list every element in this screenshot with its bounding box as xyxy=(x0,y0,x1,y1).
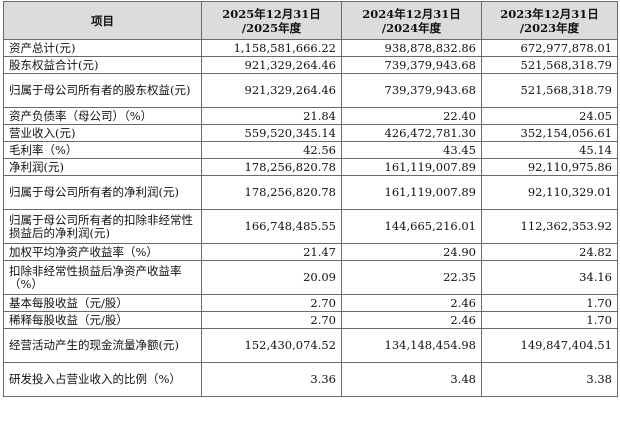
value-2024: 426,472,781.30 xyxy=(341,124,482,142)
table-row: 归属于母公司所有者的扣除非经常性损益后的净利润(元) 166,748,485.5… xyxy=(3,209,618,244)
value-2024: 938,878,832.86 xyxy=(341,39,482,57)
value-2024: 2.46 xyxy=(341,311,482,329)
value-2024: 161,119,007.89 xyxy=(341,175,482,210)
value-2025: 20.09 xyxy=(201,260,342,295)
value-2024: 22.40 xyxy=(341,107,482,125)
value-2023: 92,110,329.01 xyxy=(481,175,618,210)
value-2023: 92,110,975.86 xyxy=(481,158,618,176)
value-2023: 521,568,318.79 xyxy=(481,56,618,74)
row-label: 基本每股收益（元/股） xyxy=(3,294,202,312)
row-label: 资产总计(元) xyxy=(3,39,202,57)
value-2025: 152,430,074.52 xyxy=(201,328,342,363)
row-label: 毛利率（%） xyxy=(3,141,202,159)
row-label: 归属于母公司所有者的扣除非经常性损益后的净利润(元) xyxy=(3,209,202,244)
value-2024: 161,119,007.89 xyxy=(341,158,482,176)
table-row: 经营活动产生的现金流量净额(元) 152,430,074.52 134,148,… xyxy=(3,328,618,363)
row-label: 加权平均净资产收益率（%） xyxy=(3,243,202,261)
value-2024: 134,148,454.98 xyxy=(341,328,482,363)
table-row: 资产负债率（母公司）（%） 21.84 22.40 24.05 xyxy=(3,107,618,125)
value-2025: 559,520,345.14 xyxy=(201,124,342,142)
value-2023: 1.70 xyxy=(481,294,618,312)
value-2024: 24.90 xyxy=(341,243,482,261)
value-2025: 2.70 xyxy=(201,311,342,329)
header-2023: 2023年12月31日/2023年度 xyxy=(481,1,618,40)
value-2024: 739,379,943.68 xyxy=(341,73,482,108)
row-label: 股东权益合计(元) xyxy=(3,56,202,74)
table-row: 毛利率（%） 42.56 43.45 45.14 xyxy=(3,141,618,159)
row-label: 资产负债率（母公司）（%） xyxy=(3,107,202,125)
table-row: 归属于母公司所有者的净利润(元) 178,256,820.78 161,119,… xyxy=(3,175,618,210)
value-2025: 178,256,820.78 xyxy=(201,175,342,210)
row-label: 经营活动产生的现金流量净额(元) xyxy=(3,328,202,363)
header-item: 项目 xyxy=(3,1,202,40)
value-2023: 112,362,353.92 xyxy=(481,209,618,244)
value-2025: 3.36 xyxy=(201,362,342,397)
row-label: 归属于母公司所有者的股东权益(元) xyxy=(3,73,202,108)
value-2025: 1,158,581,666.22 xyxy=(201,39,342,57)
header-2024: 2024年12月31日/2024年度 xyxy=(341,1,482,40)
value-2024: 22.35 xyxy=(341,260,482,295)
value-2025: 178,256,820.78 xyxy=(201,158,342,176)
row-label: 研发投入占营业收入的比例（%） xyxy=(3,362,202,397)
value-2024: 739,379,943.68 xyxy=(341,56,482,74)
row-label: 扣除非经常性损益后净资产收益率（%） xyxy=(3,260,202,295)
value-2025: 2.70 xyxy=(201,294,342,312)
value-2023: 24.05 xyxy=(481,107,618,125)
table-row: 基本每股收益（元/股） 2.70 2.46 1.70 xyxy=(3,294,618,312)
row-label: 稀释每股收益（元/股） xyxy=(3,311,202,329)
table-row: 归属于母公司所有者的股东权益(元) 921,329,264.46 739,379… xyxy=(3,73,618,108)
value-2023: 3.38 xyxy=(481,362,618,397)
table-row: 股东权益合计(元) 921,329,264.46 739,379,943.68 … xyxy=(3,56,618,74)
header-2025: 2025年12月31日/2025年度 xyxy=(201,1,342,40)
value-2023: 521,568,318.79 xyxy=(481,73,618,108)
value-2023: 149,847,404.51 xyxy=(481,328,618,363)
value-2023: 352,154,056.61 xyxy=(481,124,618,142)
header-row: 项目 2025年12月31日/2025年度 2024年12月31日/2024年度… xyxy=(3,1,618,40)
table-row: 营业收入(元) 559,520,345.14 426,472,781.30 35… xyxy=(3,124,618,142)
row-label: 归属于母公司所有者的净利润(元) xyxy=(3,175,202,210)
table-row: 扣除非经常性损益后净资产收益率（%） 20.09 22.35 34.16 xyxy=(3,260,618,295)
value-2024: 3.48 xyxy=(341,362,482,397)
table-row: 净利润(元) 178,256,820.78 161,119,007.89 92,… xyxy=(3,158,618,176)
value-2025: 21.84 xyxy=(201,107,342,125)
row-label: 净利润(元) xyxy=(3,158,202,176)
value-2025: 42.56 xyxy=(201,141,342,159)
value-2023: 45.14 xyxy=(481,141,618,159)
value-2023: 1.70 xyxy=(481,311,618,329)
table-row: 稀释每股收益（元/股） 2.70 2.46 1.70 xyxy=(3,311,618,329)
value-2025: 921,329,264.46 xyxy=(201,73,342,108)
value-2025: 166,748,485.55 xyxy=(201,209,342,244)
financial-summary-table: 项目 2025年12月31日/2025年度 2024年12月31日/2024年度… xyxy=(3,1,618,397)
table-row: 研发投入占营业收入的比例（%） 3.36 3.48 3.38 xyxy=(3,362,618,397)
row-label: 营业收入(元) xyxy=(3,124,202,142)
value-2024: 2.46 xyxy=(341,294,482,312)
value-2025: 21.47 xyxy=(201,243,342,261)
table-row: 加权平均净资产收益率（%） 21.47 24.90 24.82 xyxy=(3,243,618,261)
table-row: 资产总计(元) 1,158,581,666.22 938,878,832.86 … xyxy=(3,39,618,57)
value-2025: 921,329,264.46 xyxy=(201,56,342,74)
value-2023: 34.16 xyxy=(481,260,618,295)
value-2024: 43.45 xyxy=(341,141,482,159)
value-2023: 672,977,878.01 xyxy=(481,39,618,57)
value-2023: 24.82 xyxy=(481,243,618,261)
value-2024: 144,665,216.01 xyxy=(341,209,482,244)
